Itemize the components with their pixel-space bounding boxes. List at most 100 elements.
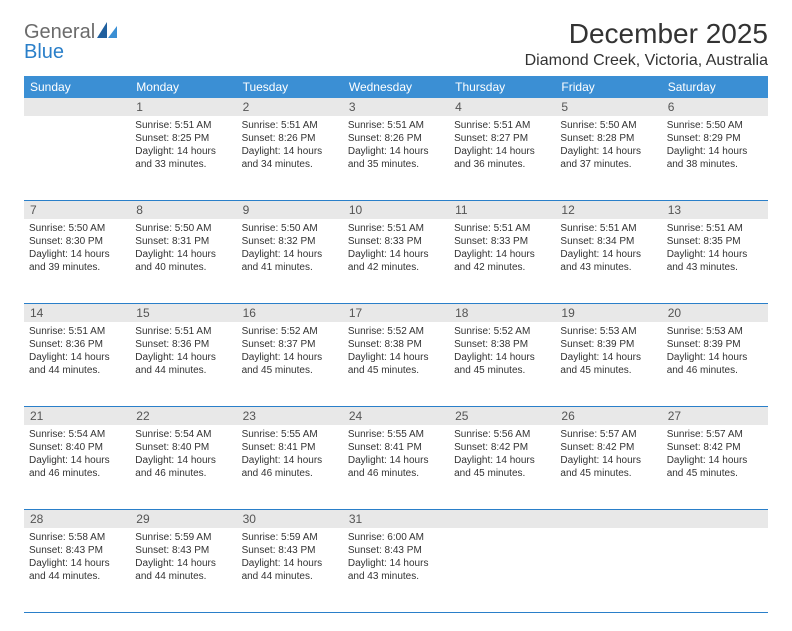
sunrise-text: Sunrise: 5:57 AM	[560, 428, 656, 441]
sunset-text: Sunset: 8:28 PM	[560, 132, 656, 145]
sunset-text: Sunset: 8:39 PM	[667, 338, 763, 351]
day-number-row: 123456	[24, 98, 768, 116]
day-cell: Sunrise: 5:53 AMSunset: 8:39 PMDaylight:…	[662, 322, 768, 406]
sunset-text: Sunset: 8:36 PM	[29, 338, 125, 351]
sunrise-text: Sunrise: 5:51 AM	[454, 222, 550, 235]
sunset-text: Sunset: 8:43 PM	[348, 544, 444, 557]
day-cell: Sunrise: 5:55 AMSunset: 8:41 PMDaylight:…	[343, 425, 449, 509]
daylight-text: Daylight: 14 hours and 44 minutes.	[135, 351, 231, 377]
day-number: 21	[24, 407, 130, 425]
sunrise-text: Sunrise: 5:51 AM	[667, 222, 763, 235]
week-row: Sunrise: 5:51 AMSunset: 8:36 PMDaylight:…	[24, 322, 768, 407]
daylight-text: Daylight: 14 hours and 43 minutes.	[348, 557, 444, 583]
weekday-header: Tuesday	[237, 76, 343, 98]
sunrise-text: Sunrise: 5:54 AM	[135, 428, 231, 441]
daylight-text: Daylight: 14 hours and 41 minutes.	[242, 248, 338, 274]
weekday-header: Sunday	[24, 76, 130, 98]
day-number: 29	[130, 510, 236, 528]
day-cell: Sunrise: 5:59 AMSunset: 8:43 PMDaylight:…	[237, 528, 343, 612]
day-number: 11	[449, 201, 555, 219]
daylight-text: Daylight: 14 hours and 33 minutes.	[135, 145, 231, 171]
week-row: Sunrise: 5:58 AMSunset: 8:43 PMDaylight:…	[24, 528, 768, 613]
day-number: 28	[24, 510, 130, 528]
sunset-text: Sunset: 8:37 PM	[242, 338, 338, 351]
day-number: 13	[662, 201, 768, 219]
sunset-text: Sunset: 8:38 PM	[348, 338, 444, 351]
sunset-text: Sunset: 8:29 PM	[667, 132, 763, 145]
sunset-text: Sunset: 8:41 PM	[348, 441, 444, 454]
calendar-page: GeneralBlue December 2025 Diamond Creek,…	[0, 0, 792, 631]
daylight-text: Daylight: 14 hours and 42 minutes.	[348, 248, 444, 274]
daylight-text: Daylight: 14 hours and 39 minutes.	[29, 248, 125, 274]
sunset-text: Sunset: 8:43 PM	[135, 544, 231, 557]
sunrise-text: Sunrise: 5:55 AM	[242, 428, 338, 441]
sunrise-text: Sunrise: 5:51 AM	[135, 325, 231, 338]
daylight-text: Daylight: 14 hours and 44 minutes.	[29, 557, 125, 583]
page-header: GeneralBlue December 2025 Diamond Creek,…	[24, 18, 768, 70]
sunset-text: Sunset: 8:38 PM	[454, 338, 550, 351]
day-cell: Sunrise: 5:54 AMSunset: 8:40 PMDaylight:…	[24, 425, 130, 509]
day-number: 7	[24, 201, 130, 219]
sunrise-text: Sunrise: 5:55 AM	[348, 428, 444, 441]
day-cell	[24, 116, 130, 200]
day-number: 31	[343, 510, 449, 528]
day-cell: Sunrise: 5:57 AMSunset: 8:42 PMDaylight:…	[555, 425, 661, 509]
sunset-text: Sunset: 8:30 PM	[29, 235, 125, 248]
sunset-text: Sunset: 8:41 PM	[242, 441, 338, 454]
daylight-text: Daylight: 14 hours and 45 minutes.	[454, 351, 550, 377]
sunset-text: Sunset: 8:26 PM	[242, 132, 338, 145]
day-cell: Sunrise: 5:51 AMSunset: 8:25 PMDaylight:…	[130, 116, 236, 200]
sunrise-text: Sunrise: 5:51 AM	[29, 325, 125, 338]
day-cell: Sunrise: 5:59 AMSunset: 8:43 PMDaylight:…	[130, 528, 236, 612]
day-number-row: 28293031	[24, 510, 768, 528]
day-number: 18	[449, 304, 555, 322]
day-number	[555, 510, 661, 528]
sunset-text: Sunset: 8:42 PM	[454, 441, 550, 454]
daylight-text: Daylight: 14 hours and 43 minutes.	[667, 248, 763, 274]
weekday-header: Monday	[130, 76, 236, 98]
sunset-text: Sunset: 8:39 PM	[560, 338, 656, 351]
daylight-text: Daylight: 14 hours and 45 minutes.	[560, 351, 656, 377]
sunrise-text: Sunrise: 5:50 AM	[29, 222, 125, 235]
sunrise-text: Sunrise: 5:51 AM	[242, 119, 338, 132]
day-number: 3	[343, 98, 449, 116]
day-cell: Sunrise: 5:50 AMSunset: 8:29 PMDaylight:…	[662, 116, 768, 200]
sunrise-text: Sunrise: 5:51 AM	[454, 119, 550, 132]
brand-blue: Blue	[24, 41, 64, 63]
day-cell: Sunrise: 5:58 AMSunset: 8:43 PMDaylight:…	[24, 528, 130, 612]
daylight-text: Daylight: 14 hours and 46 minutes.	[135, 454, 231, 480]
sunrise-text: Sunrise: 5:58 AM	[29, 531, 125, 544]
weekday-header: Friday	[555, 76, 661, 98]
day-cell: Sunrise: 6:00 AMSunset: 8:43 PMDaylight:…	[343, 528, 449, 612]
day-number: 16	[237, 304, 343, 322]
sunrise-text: Sunrise: 5:51 AM	[560, 222, 656, 235]
daylight-text: Daylight: 14 hours and 34 minutes.	[242, 145, 338, 171]
sunrise-text: Sunrise: 5:51 AM	[135, 119, 231, 132]
day-cell: Sunrise: 5:51 AMSunset: 8:33 PMDaylight:…	[449, 219, 555, 303]
sail-icon	[97, 22, 117, 42]
calendar-grid: Sunday Monday Tuesday Wednesday Thursday…	[24, 76, 768, 613]
day-cell: Sunrise: 5:50 AMSunset: 8:32 PMDaylight:…	[237, 219, 343, 303]
sunset-text: Sunset: 8:34 PM	[560, 235, 656, 248]
sunrise-text: Sunrise: 5:51 AM	[348, 119, 444, 132]
sunrise-text: Sunrise: 5:50 AM	[667, 119, 763, 132]
sunrise-text: Sunrise: 5:52 AM	[454, 325, 550, 338]
daylight-text: Daylight: 14 hours and 35 minutes.	[348, 145, 444, 171]
sunrise-text: Sunrise: 5:56 AM	[454, 428, 550, 441]
day-number: 12	[555, 201, 661, 219]
day-number: 9	[237, 201, 343, 219]
day-number	[449, 510, 555, 528]
sunset-text: Sunset: 8:32 PM	[242, 235, 338, 248]
day-cell: Sunrise: 5:50 AMSunset: 8:30 PMDaylight:…	[24, 219, 130, 303]
location-subtitle: Diamond Creek, Victoria, Australia	[525, 52, 768, 70]
sunset-text: Sunset: 8:27 PM	[454, 132, 550, 145]
day-cell	[662, 528, 768, 612]
daylight-text: Daylight: 14 hours and 45 minutes.	[667, 454, 763, 480]
day-number: 6	[662, 98, 768, 116]
daylight-text: Daylight: 14 hours and 40 minutes.	[135, 248, 231, 274]
daylight-text: Daylight: 14 hours and 46 minutes.	[667, 351, 763, 377]
week-row: Sunrise: 5:54 AMSunset: 8:40 PMDaylight:…	[24, 425, 768, 510]
day-number: 10	[343, 201, 449, 219]
day-cell: Sunrise: 5:52 AMSunset: 8:37 PMDaylight:…	[237, 322, 343, 406]
sunrise-text: Sunrise: 6:00 AM	[348, 531, 444, 544]
